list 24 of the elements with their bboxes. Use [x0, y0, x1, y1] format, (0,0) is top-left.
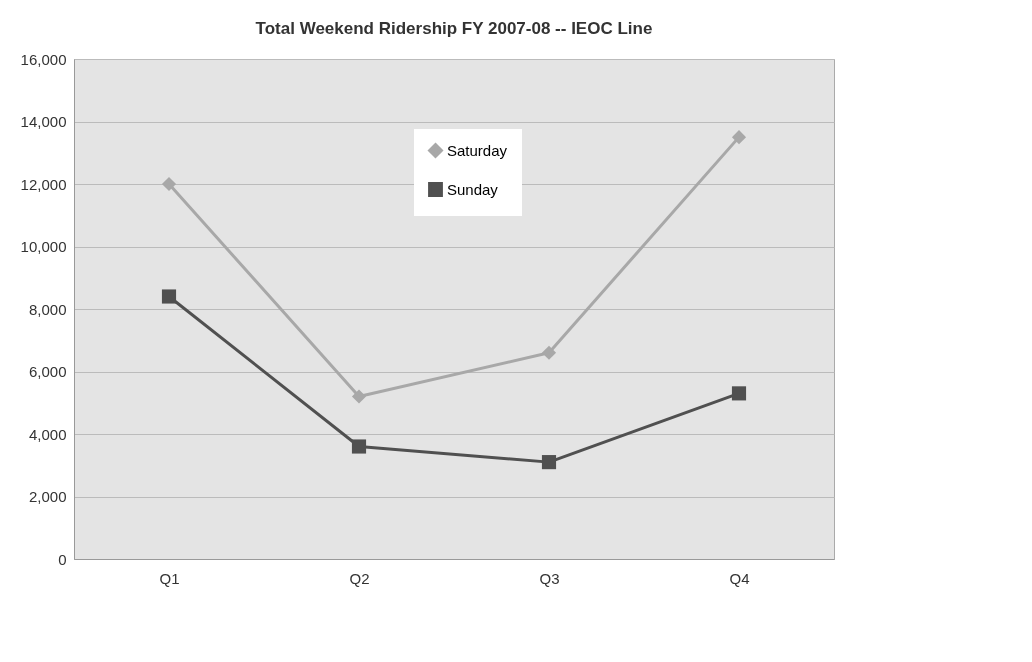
y-tick-label: 10,000 [20, 238, 67, 255]
x-tick-label: Q3 [539, 569, 560, 587]
point [541, 455, 557, 470]
y-tick-label: 4,000 [28, 425, 67, 443]
y-tick-label: 16,000 [20, 50, 67, 68]
y-tick-label: 2,000 [28, 488, 67, 505]
y-tick-label: 6,000 [28, 363, 67, 380]
y-tick-label: 14,000 [20, 113, 67, 130]
y-tick-label: 0 [58, 550, 67, 568]
point [541, 345, 557, 360]
y-tick-label: 12,000 [20, 175, 67, 193]
x-tick-label: Q2 [349, 569, 370, 587]
y-tick-label: 8,000 [28, 300, 67, 318]
x-tick-label: Q1 [159, 569, 180, 587]
point [731, 386, 747, 401]
point [731, 130, 747, 145]
chart-title: Total Weekend Ridership FY 2007-08 -- IEOC Line [255, 19, 653, 38]
legend-label: Sunday [447, 180, 499, 198]
point [161, 176, 177, 192]
legend-label: Saturday [447, 141, 508, 159]
point [351, 389, 367, 404]
point [161, 289, 177, 304]
x-tick-label: Q4 [729, 569, 750, 587]
point [351, 439, 367, 454]
